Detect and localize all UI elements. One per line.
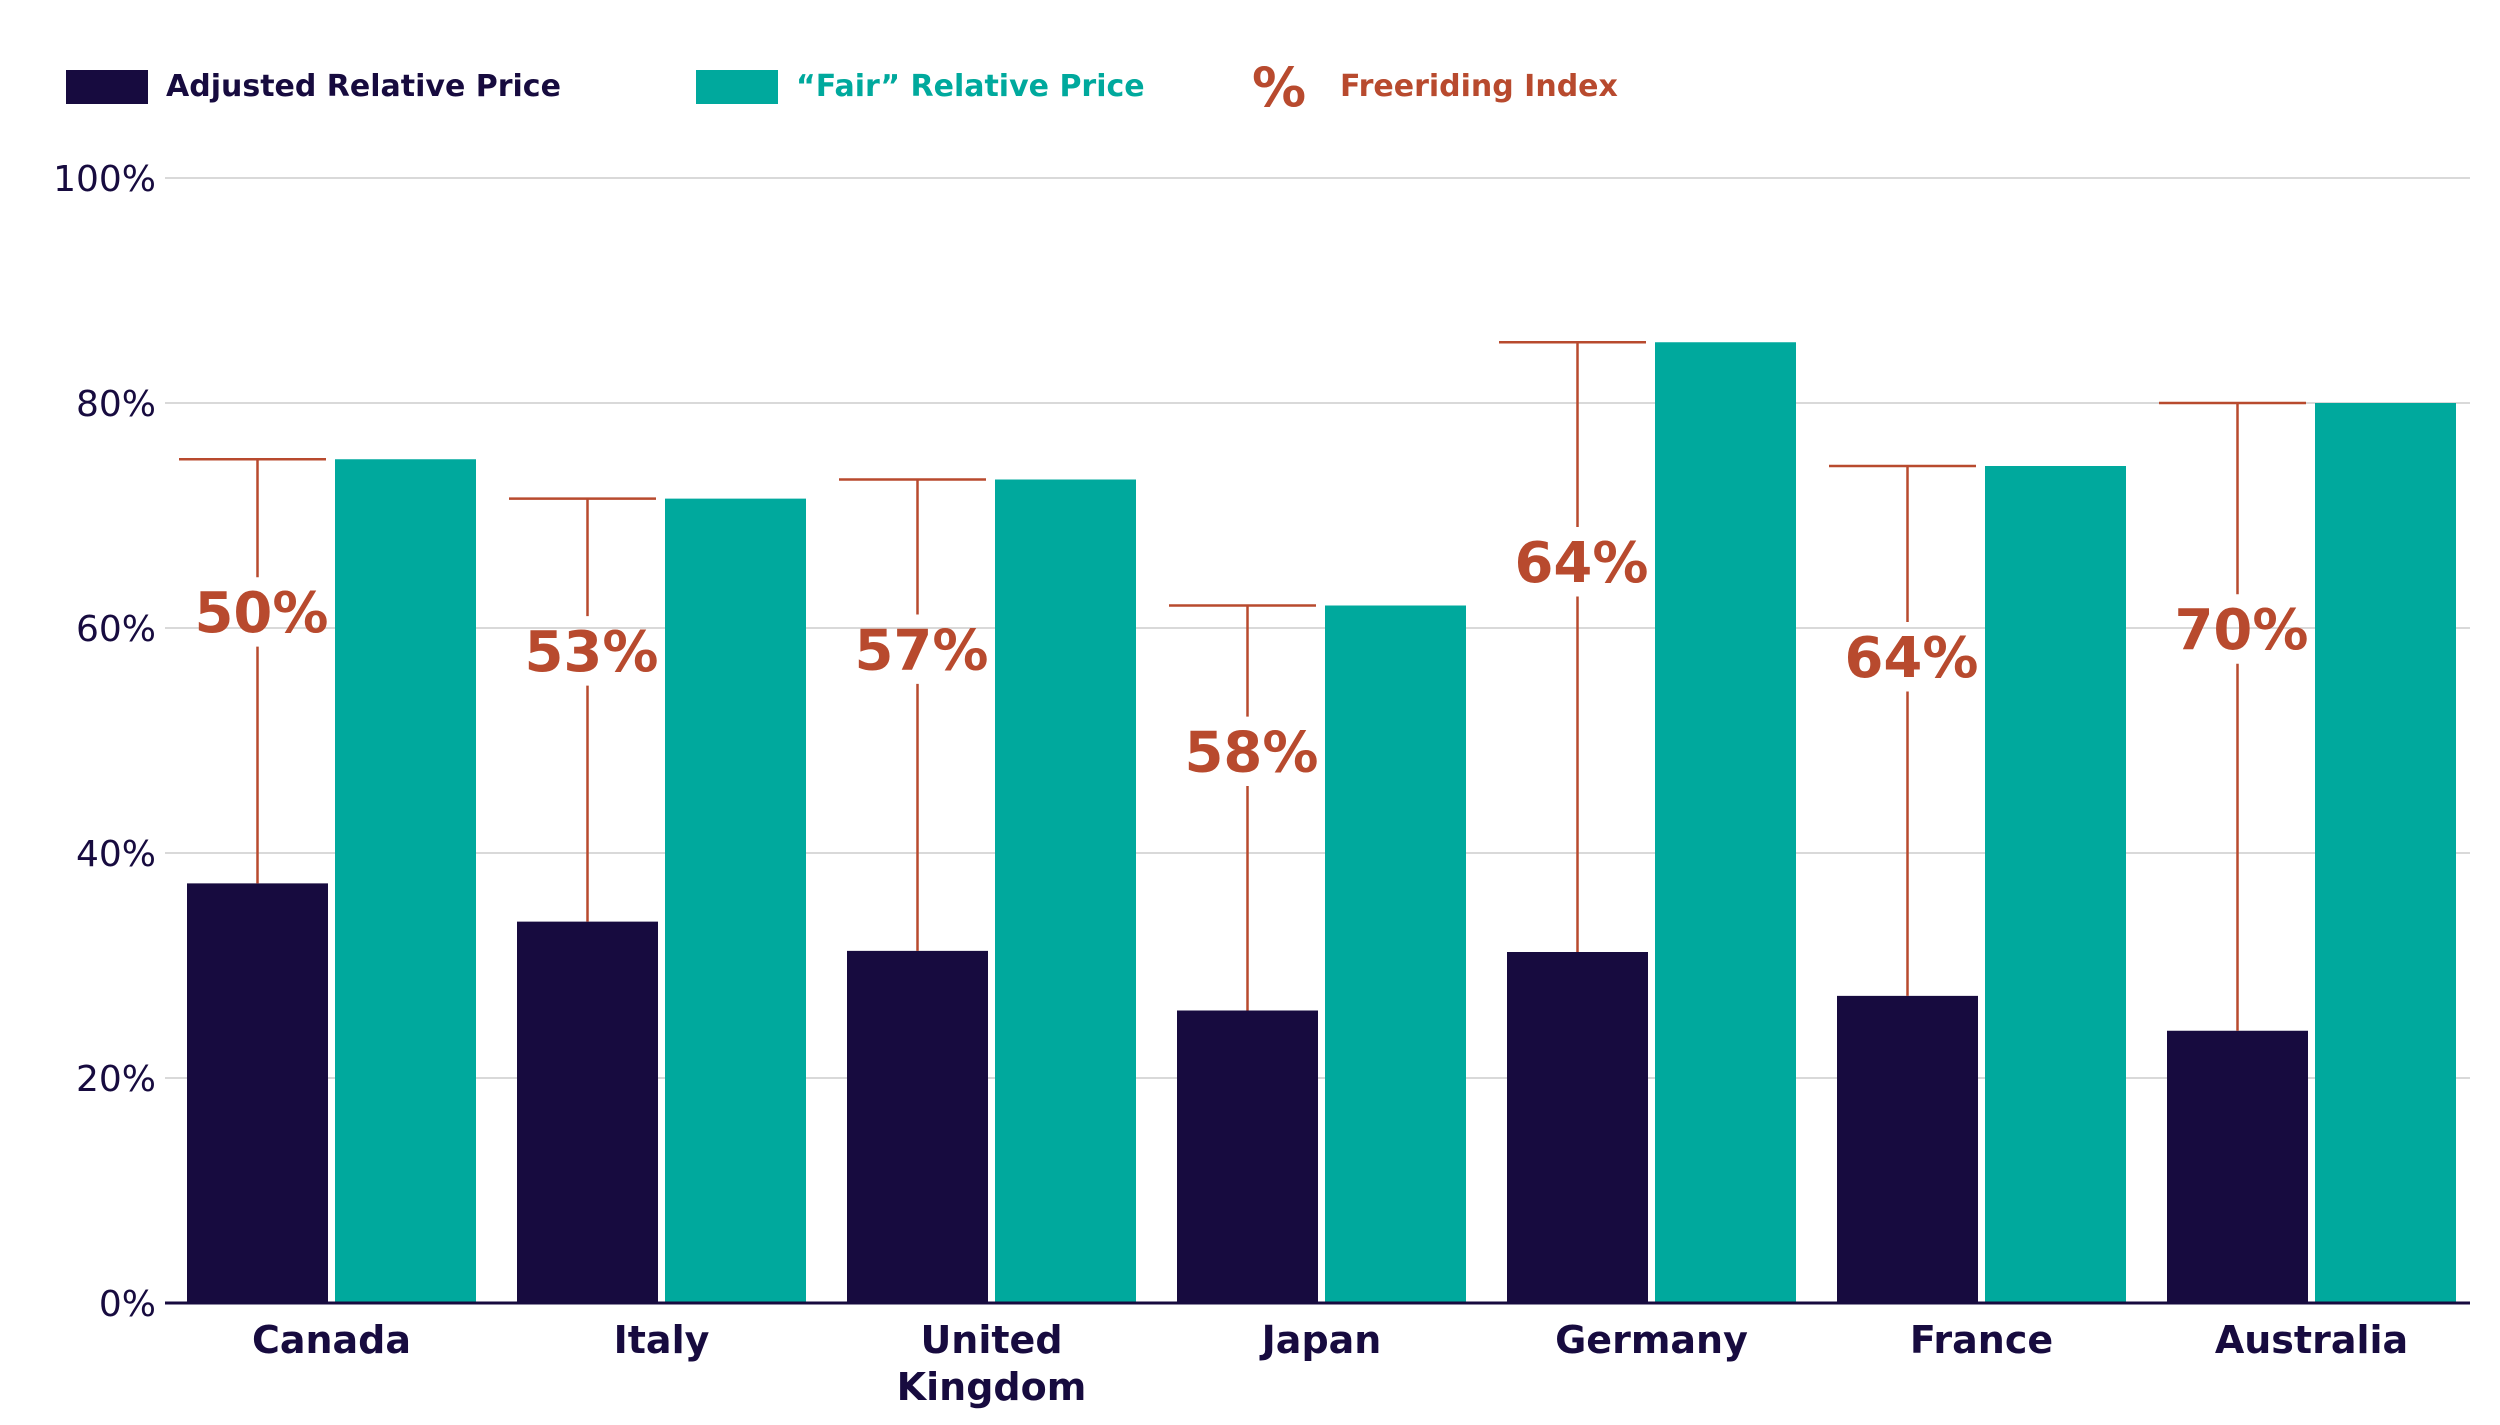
freeriding-index-label: 70% (2174, 598, 2308, 663)
y-axis: 0% 20% 40% 60% 80% 100% (53, 159, 156, 1325)
bar-adjusted-relative-price (187, 883, 328, 1303)
freeriding-index-label: 58% (1184, 720, 1318, 785)
bar-adjusted-relative-price (517, 921, 658, 1303)
freeriding-index-label: 64% (1514, 531, 1648, 596)
y-tick-label: 60% (76, 609, 156, 650)
freeriding-index-label: 50% (194, 581, 328, 646)
bar-fair-relative-price (335, 459, 476, 1303)
bar-fair-relative-price (1985, 466, 2126, 1303)
freeriding-index-label: 53% (524, 620, 658, 685)
legend-label-freeriding: Freeriding Index (1340, 69, 1618, 104)
bar-adjusted-relative-price (847, 950, 988, 1303)
bar-adjusted-relative-price (1837, 995, 1978, 1303)
bar-fair-relative-price (665, 498, 806, 1303)
bar-adjusted-relative-price (2167, 1030, 2308, 1303)
x-category-label: Germany (1555, 1318, 1748, 1362)
y-tick-label: 80% (76, 384, 156, 425)
y-tick-label: 0% (99, 1284, 156, 1325)
bar-adjusted-relative-price (1177, 1010, 1318, 1303)
bar-fair-relative-price (1325, 605, 1466, 1303)
x-category-label: Canada (252, 1318, 411, 1362)
bars (187, 342, 2456, 1303)
freeriding-index-label: 57% (854, 618, 988, 683)
bar-adjusted-relative-price (1507, 952, 1648, 1303)
x-category-label: Japan (1259, 1318, 1382, 1362)
bar-fair-relative-price (1655, 342, 1796, 1303)
legend-label-fair: “Fair” Relative Price (796, 69, 1145, 104)
legend-swatch-adjusted (66, 70, 148, 104)
x-category-label: Kingdom (897, 1365, 1087, 1409)
legend: Adjusted Relative Price “Fair” Relative P… (66, 56, 1618, 119)
legend-swatch-fair (696, 70, 778, 104)
y-tick-label: 100% (53, 159, 156, 200)
y-tick-label: 40% (76, 834, 156, 875)
bar-fair-relative-price (995, 479, 1136, 1303)
bar-fair-relative-price (2315, 403, 2456, 1303)
legend-percent-icon: % (1252, 56, 1306, 119)
x-category-label: Italy (614, 1318, 710, 1362)
x-category-label: United (920, 1318, 1062, 1362)
x-category-label: France (1910, 1318, 2053, 1362)
y-tick-label: 20% (76, 1059, 156, 1100)
freeriding-index-label: 64% (1844, 626, 1978, 691)
freeriding-brackets: 50% 53% 57% 58% 64% 64% 70% (179, 341, 2309, 1031)
x-category-label: Australia (2215, 1318, 2408, 1362)
legend-label-adjusted: Adjusted Relative Price (166, 69, 561, 104)
